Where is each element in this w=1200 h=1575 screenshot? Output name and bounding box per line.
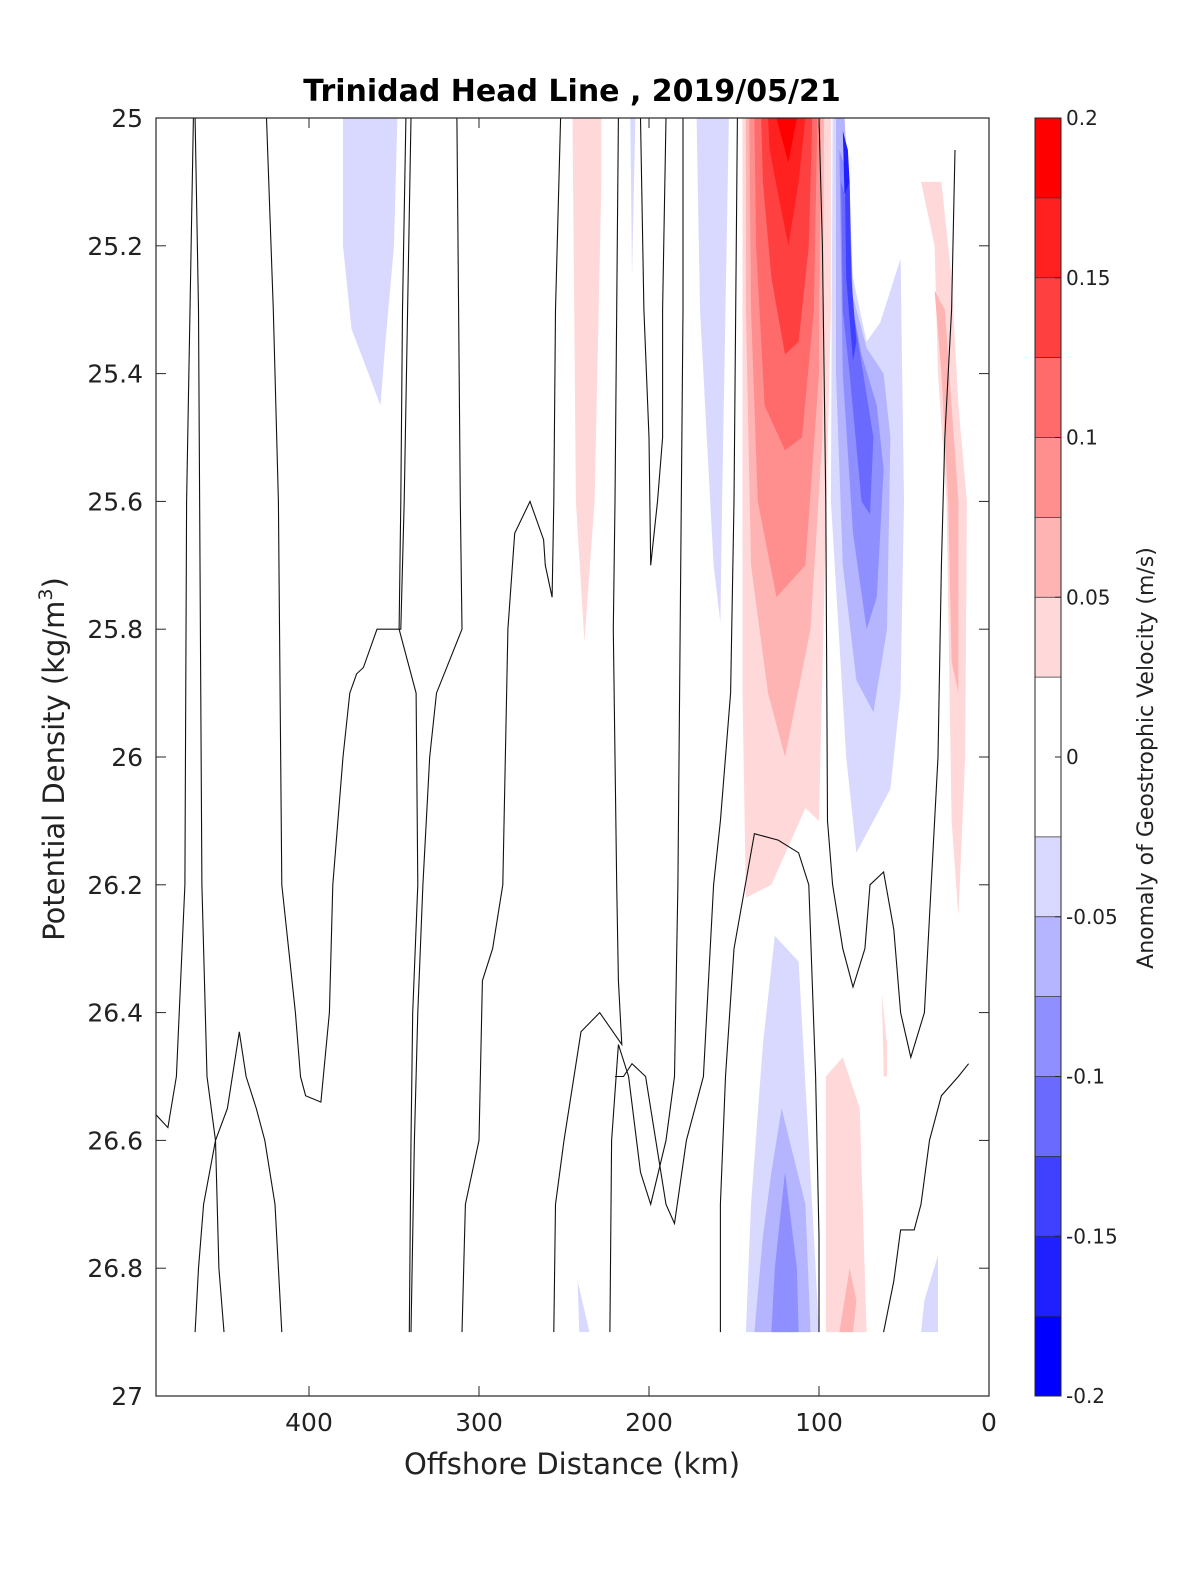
filled-region-red-coast	[921, 181, 967, 917]
contour-line-zero	[615, 118, 738, 1226]
filled-contours	[343, 118, 967, 1333]
colorbar-swatch	[1035, 197, 1061, 278]
filled-region-blue-sliver	[630, 118, 636, 278]
y-tick-label: 25.8	[87, 615, 143, 644]
contour-line-zero	[609, 118, 684, 1333]
y-axis-label-superscript: 3	[35, 588, 57, 600]
y-tick-label: 26.8	[87, 1254, 143, 1283]
filled-region-red-lower	[825, 1057, 867, 1333]
contour-line-zero	[553, 118, 623, 1333]
filled-region-red-upper-mid	[572, 118, 602, 642]
contour-line-zero	[194, 118, 225, 1333]
filled-region-blue-small-right	[921, 1255, 938, 1333]
filled-region-blue-right-5	[844, 150, 857, 361]
filled-region-blue-small-left	[577, 1281, 590, 1333]
colorbar: 0.2 0.15 0.1 0.05 0 -0.05 -0.1 -0.15 -0.2	[1034, 106, 1118, 1408]
colorbar-tick-label: -0.15	[1066, 1224, 1118, 1248]
x-tick-label: 100	[795, 1408, 843, 1437]
filled-region-blue-lower-3	[771, 1172, 799, 1333]
colorbar-label: Anomaly of Geostrophic Velocity (m/s)	[1134, 547, 1159, 969]
contour-lines	[156, 118, 970, 1333]
colorbar-swatch	[1035, 357, 1061, 438]
contour-line-zero	[818, 118, 956, 1060]
colorbar-tick-label: -0.05	[1066, 905, 1118, 929]
filled-region-red-speck	[881, 993, 887, 1077]
x-tick-label: 0	[981, 1408, 997, 1437]
colorbar-tick-label: -0.1	[1066, 1065, 1105, 1089]
colorbar-swatch	[1035, 916, 1061, 997]
contour-line-zero	[156, 118, 194, 1129]
colorbar-tick-label: 0.1	[1066, 426, 1098, 450]
colorbar-swatch	[1035, 1076, 1061, 1157]
contour-line-zero	[410, 118, 463, 1333]
filled-region-red-lower-core	[839, 1268, 857, 1333]
colorbar-tick-label: 0.05	[1066, 585, 1111, 609]
filled-region-red-core-7	[776, 118, 797, 163]
x-tick-label: 200	[625, 1408, 673, 1437]
y-tick-label: 25.6	[87, 487, 143, 516]
chart-title: Trinidad Head Line , 2019/05/21	[303, 74, 840, 109]
contour-line-zero	[265, 118, 412, 1103]
contour-line-zero	[883, 1063, 970, 1333]
filled-region-blue-right-6	[842, 130, 850, 195]
y-axis-label-main: Potential Density (kg/m	[37, 601, 71, 941]
colorbar-swatch	[1035, 517, 1061, 598]
x-tick-label: 400	[285, 1408, 333, 1437]
contour-line-zero	[398, 118, 419, 1333]
colorbar-swatch	[1035, 996, 1061, 1077]
y-tick-label: 26.4	[87, 999, 143, 1028]
filled-region-blue-upper-mid	[696, 118, 729, 623]
y-axis: 25 25.2 25.4 25.6 25.8 26 26.2 26.4 26.6 26.8 27	[87, 104, 989, 1411]
contour-line-zero	[194, 1031, 283, 1333]
filled-region-blue-upper-left	[343, 118, 398, 406]
x-axis: 400 300 200 100 0	[285, 118, 997, 1437]
colorbar-tick-label: 0	[1066, 745, 1079, 769]
colorbar-swatch	[1035, 597, 1061, 678]
x-tick-label: 300	[455, 1408, 503, 1437]
contour-line-zero	[639, 118, 667, 566]
colorbar-swatch	[1035, 437, 1061, 518]
colorbar-swatch	[1035, 118, 1061, 198]
colorbar-swatch	[1035, 1156, 1061, 1237]
y-tick-label: 25	[111, 104, 143, 133]
y-tick-label: 26.6	[87, 1126, 143, 1155]
filled-region-red-core-6	[768, 118, 806, 246]
y-tick-label: 26	[111, 743, 143, 772]
y-tick-label: 26.2	[87, 871, 143, 900]
colorbar-tick-label: 0.2	[1066, 106, 1098, 130]
y-tick-label: 27	[111, 1382, 143, 1411]
y-tick-label: 25.4	[87, 360, 143, 389]
contour-line-zero	[719, 833, 820, 1333]
colorbar-swatch	[1035, 1236, 1061, 1317]
y-axis-label-close: )	[37, 577, 71, 588]
colorbar-tick-label: 0.15	[1066, 266, 1111, 290]
colorbar-swatch	[1035, 836, 1061, 917]
colorbar-swatch	[1035, 1316, 1061, 1396]
y-tick-label: 25.2	[87, 232, 143, 261]
colorbar-tick-label: -0.2	[1066, 1384, 1105, 1408]
filled-region-red-coast-core	[934, 290, 959, 694]
colorbar-swatch	[1035, 277, 1061, 358]
y-axis-label: Potential Density (kg/m3)	[35, 577, 71, 941]
x-axis-label: Offshore Distance (km)	[404, 1447, 740, 1481]
contour-line-zero	[461, 118, 562, 1333]
